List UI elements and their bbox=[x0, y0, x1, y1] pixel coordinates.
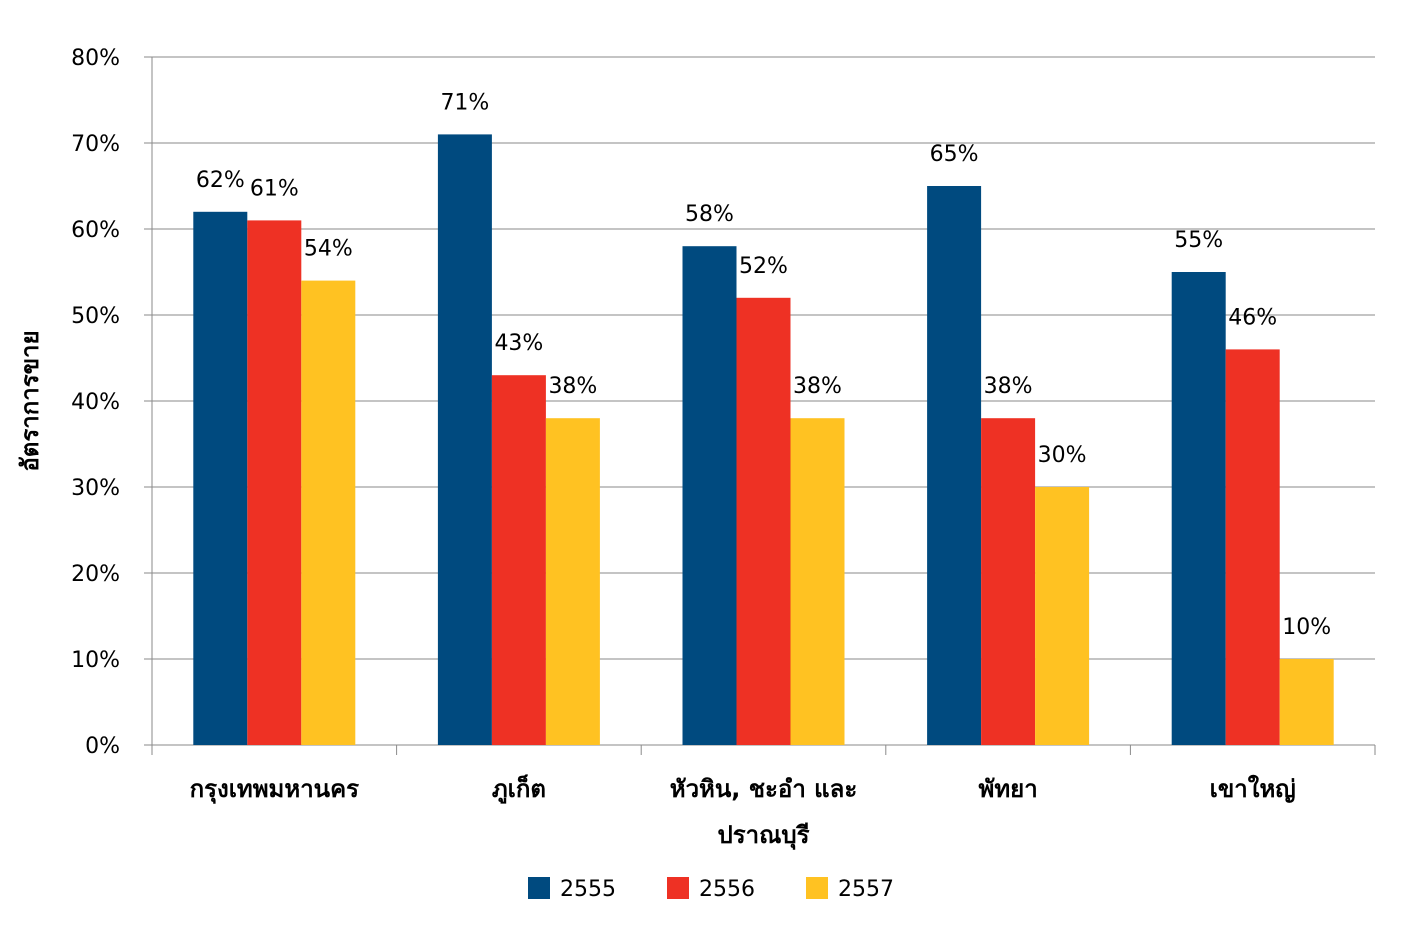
data-label: 62% bbox=[196, 168, 245, 193]
bar-2555 bbox=[437, 134, 492, 745]
data-label: 58% bbox=[685, 202, 734, 227]
y-axis-title: อัตราการขาย bbox=[16, 330, 44, 471]
data-label: 46% bbox=[1228, 305, 1277, 330]
legend-swatch-2555 bbox=[528, 877, 550, 899]
x-category-label: ปราณบุรี bbox=[718, 821, 810, 851]
y-tick-label: 0% bbox=[85, 734, 120, 759]
bar-2556 bbox=[981, 418, 1036, 745]
y-tick-label: 80% bbox=[71, 46, 120, 71]
y-tick-label: 20% bbox=[71, 562, 120, 587]
y-tick-label: 60% bbox=[71, 218, 120, 243]
x-category-label: หัวหิน, ชะอำ และ bbox=[670, 775, 858, 803]
data-label: 61% bbox=[250, 176, 299, 201]
data-label: 54% bbox=[304, 237, 353, 262]
bar-2556 bbox=[1225, 349, 1280, 745]
data-label: 38% bbox=[984, 374, 1033, 399]
legend-swatch-2557 bbox=[806, 877, 828, 899]
x-category-label: ภูเก็ต bbox=[492, 774, 546, 804]
bar-2557 bbox=[1035, 487, 1090, 745]
x-category-label: พัทยา bbox=[979, 775, 1038, 803]
data-label: 55% bbox=[1174, 228, 1223, 253]
bar-2556 bbox=[736, 297, 791, 745]
data-label: 65% bbox=[930, 142, 979, 167]
bar-2557 bbox=[1279, 659, 1334, 745]
legend-label: 2557 bbox=[838, 877, 894, 902]
y-tick-label: 30% bbox=[71, 476, 120, 501]
data-label: 43% bbox=[494, 331, 543, 356]
bar-2556 bbox=[491, 375, 546, 745]
y-tick-label: 70% bbox=[71, 132, 120, 157]
bar-2557 bbox=[545, 418, 600, 745]
data-label: 38% bbox=[793, 374, 842, 399]
legend-label: 2555 bbox=[560, 877, 616, 902]
data-label: 10% bbox=[1282, 615, 1331, 640]
data-label: 71% bbox=[440, 90, 489, 115]
y-tick-label: 40% bbox=[71, 390, 120, 415]
bar-2555 bbox=[927, 186, 982, 745]
legend-label: 2556 bbox=[699, 877, 755, 902]
y-tick-label: 50% bbox=[71, 304, 120, 329]
bar-2556 bbox=[247, 220, 302, 745]
bar-2557 bbox=[790, 418, 845, 745]
data-label: 52% bbox=[739, 254, 788, 279]
data-label: 38% bbox=[548, 374, 597, 399]
bar-2555 bbox=[1171, 272, 1226, 745]
bar-2555 bbox=[682, 246, 737, 745]
y-tick-label: 10% bbox=[71, 648, 120, 673]
bar-2555 bbox=[193, 211, 248, 746]
x-category-label: กรุงเทพมหานคร bbox=[190, 775, 360, 805]
x-category-label: เขาใหญ่ bbox=[1210, 774, 1296, 803]
bar-2557 bbox=[301, 280, 356, 745]
data-label: 30% bbox=[1038, 443, 1087, 468]
legend-swatch-2556 bbox=[667, 877, 689, 899]
